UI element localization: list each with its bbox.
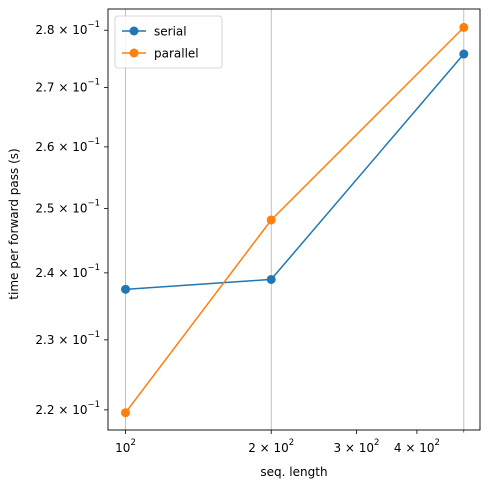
y-tick-label: 2.7 × 10−1 [35, 77, 100, 94]
plot-area [107, 8, 481, 431]
y-tick-label: 2.4 × 10−1 [35, 263, 100, 280]
y-tick-label: 2.8 × 10−1 [35, 20, 100, 37]
y-tick-label: 2.3 × 10−1 [35, 330, 100, 347]
series-lines [121, 22, 469, 418]
y-axis: 2.2 × 10−1 2.3 × 10−1 2.4 × 10−1 2.5 × 10−1… [35, 20, 108, 417]
x-tick-label: 2 × 102 [248, 438, 294, 455]
data-point-parallel [121, 408, 131, 418]
y-axis-label: time per forward pass (s) [7, 148, 21, 299]
legend-label-parallel: parallel [154, 47, 199, 61]
data-point-parallel [459, 22, 469, 32]
legend-marker-parallel [129, 48, 139, 58]
x-tick-label: 4 × 102 [394, 438, 440, 455]
legend-label-serial: serial [154, 25, 187, 39]
data-point-parallel [266, 215, 276, 225]
data-point-serial [266, 274, 276, 284]
y-tick-label: 2.5 × 10−1 [35, 199, 100, 216]
y-tick-label: 2.2 × 10−1 [35, 400, 100, 417]
legend-marker-serial [129, 26, 139, 36]
legend: serial parallel [114, 15, 223, 69]
x-axis-label: seq. length [260, 465, 327, 479]
x-tick-label: 3 × 102 [333, 438, 379, 455]
y-tick-label: 2.6 × 10−1 [35, 137, 100, 154]
data-point-serial [121, 284, 131, 294]
data-point-serial [459, 49, 469, 59]
legend-box [114, 15, 223, 69]
